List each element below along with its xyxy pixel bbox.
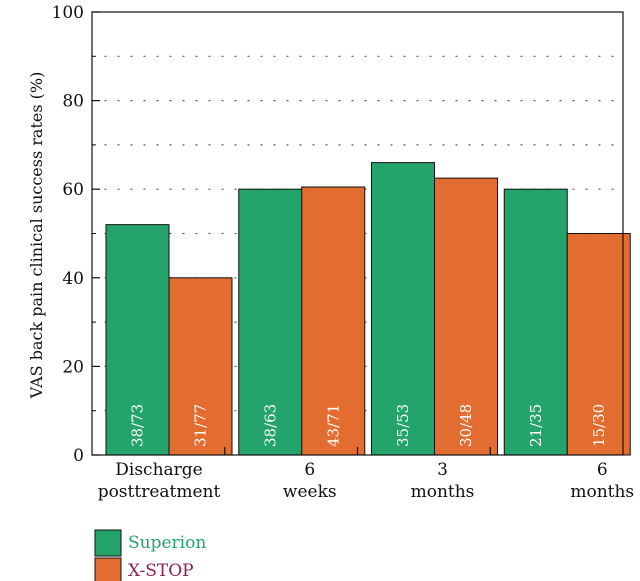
y-axis-label: VAS back pain clinical success rates (%) — [27, 72, 46, 400]
bar-value-label: 35/53 — [394, 404, 412, 447]
x-tick-label: months — [570, 482, 634, 502]
bar-x-stop-3 — [566, 233, 631, 456]
bar-x-stop-0 — [168, 277, 233, 456]
legend-swatch — [94, 557, 122, 581]
y-tick-label: 80 — [62, 92, 84, 112]
x-tick-label: 3 — [437, 460, 448, 480]
y-tick-label: 100 — [52, 3, 84, 23]
y-tick-label: 60 — [62, 180, 84, 200]
x-tick-label: 6 — [597, 460, 608, 480]
bar-value-label: 31/77 — [192, 404, 210, 447]
x-tick-label: months — [411, 482, 475, 502]
axes: Dischargeposttreatment6weeks3months6mont… — [52, 3, 635, 502]
bar-value-label: 30/48 — [457, 404, 475, 447]
bar-value-label: 43/71 — [324, 404, 342, 447]
x-tick-label: Discharge — [115, 460, 202, 480]
legend-label: X-STOP — [128, 561, 194, 581]
bar-superion-0 — [105, 224, 170, 456]
legend-label: Superion — [128, 533, 206, 553]
y-tick-label: 20 — [62, 357, 84, 377]
x-tick-label: posttreatment — [98, 482, 221, 502]
y-tick-label: 40 — [62, 269, 84, 289]
legend-swatch — [94, 529, 122, 557]
legend: Superion X-STOP — [94, 529, 206, 581]
bar-value-label: 21/35 — [527, 404, 545, 447]
bar-value-label: 38/63 — [261, 404, 279, 447]
bar-value-label: 38/73 — [129, 404, 147, 447]
bar-value-label: 15/30 — [590, 404, 608, 447]
bar-superion-3 — [503, 188, 568, 456]
bar-superion-1 — [238, 188, 303, 456]
bar-x-stop-1 — [301, 186, 366, 456]
x-tick-label: 6 — [304, 460, 315, 480]
y-tick-label: 0 — [73, 446, 84, 466]
x-tick-label: weeks — [283, 482, 337, 502]
bars: 38/73 31/77 38/63 43/71 35/53 30/48 21/35 15/30 — [105, 162, 631, 456]
